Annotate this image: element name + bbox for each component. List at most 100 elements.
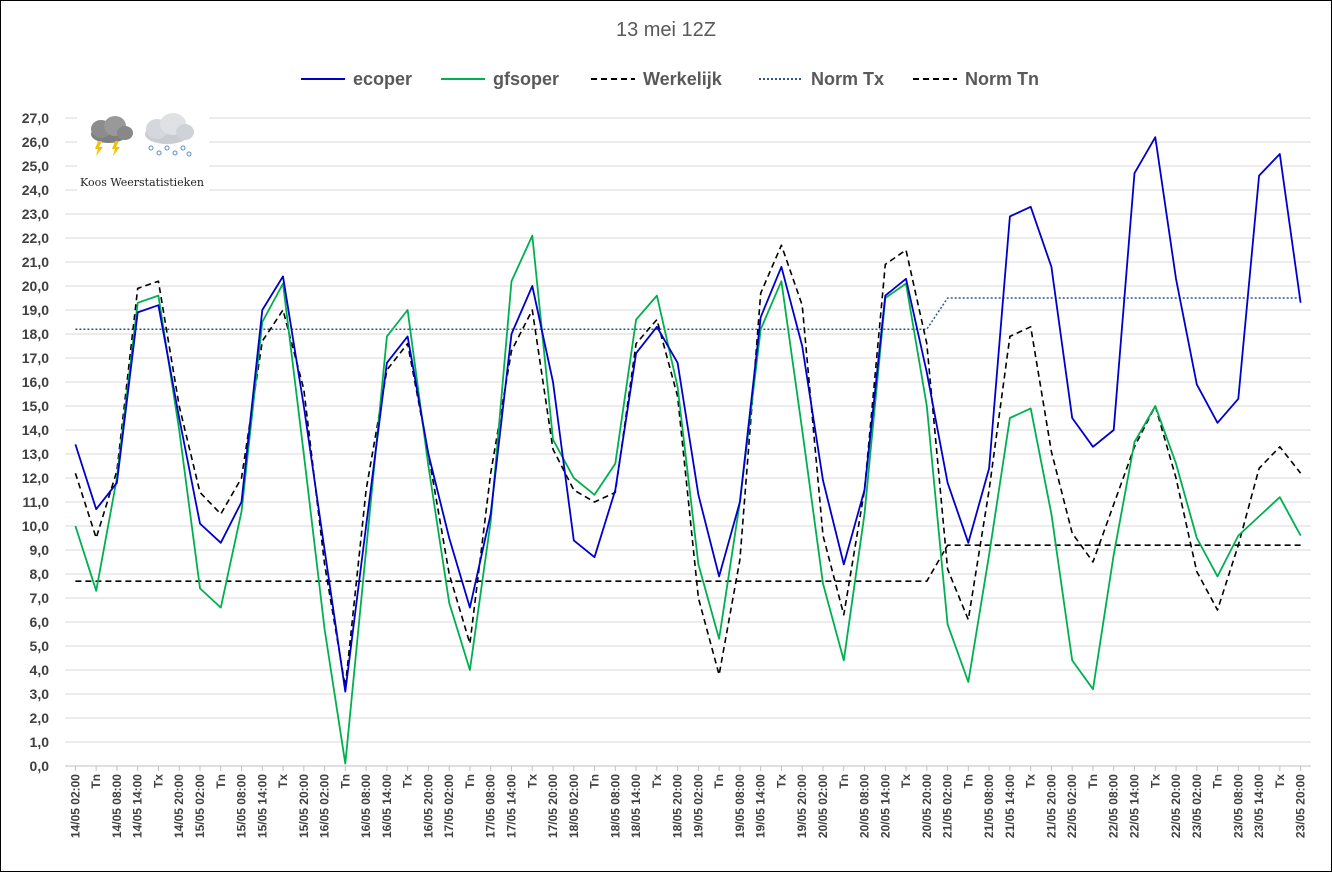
y-tick-label: 2,0 — [30, 710, 50, 726]
y-tick-label: 1,0 — [30, 734, 50, 750]
snow-cloud-icon — [145, 113, 194, 157]
x-tick-label: 20/05 14:00 — [878, 774, 892, 838]
chart-title: 13 mei 12Z — [616, 19, 716, 41]
x-tick-label: 23/05 14:00 — [1252, 774, 1266, 838]
gridlines — [65, 117, 1311, 767]
x-tick-label: 18/05 08:00 — [608, 774, 622, 838]
series-line-ecoper — [74, 136, 1302, 693]
thunderstorm-cloud-icon — [91, 116, 133, 156]
x-tick-label: 21/05 14:00 — [1003, 774, 1017, 838]
x-tick-label: Tx — [401, 774, 415, 788]
x-tick-label: Tx — [1273, 774, 1287, 788]
x-tick-label: Tx — [276, 774, 290, 788]
y-tick-label: 25,0 — [22, 158, 49, 174]
y-tick-label: 18,0 — [22, 326, 49, 342]
x-axis: 14/05 02:00 Tn 14/05 08:00 14/05 14:00 Tx 14/… — [68, 766, 1308, 838]
x-tick-label: Tn — [338, 774, 352, 789]
series-line-gfsoper — [74, 234, 1302, 765]
y-tick-label: 24,0 — [22, 182, 49, 198]
series-layer — [74, 136, 1302, 765]
legend-item-ecoper: ecoper — [301, 69, 412, 89]
legend-item-norm-tn: Norm Tn — [913, 69, 1039, 89]
x-tick-label: Tn — [1086, 774, 1100, 789]
x-tick-label: 17/05 20:00 — [546, 774, 560, 838]
series-line-norm-tx — [75, 297, 1301, 330]
y-tick-label: 9,0 — [30, 542, 50, 558]
x-tick-label: 14/05 20:00 — [172, 774, 186, 838]
x-tick-label: 21/05 20:00 — [1044, 774, 1058, 838]
y-tick-label: 23,0 — [22, 206, 49, 222]
y-tick-label: 20,0 — [22, 278, 49, 294]
x-tick-label: 17/05 08:00 — [484, 774, 498, 838]
y-tick-label: 21,0 — [22, 254, 49, 270]
watermark-logo: Koos Weerstatistieken — [77, 109, 209, 197]
y-tick-label: 10,0 — [22, 518, 49, 534]
y-tick-label: 16,0 — [22, 374, 49, 390]
legend-label: Werkelijk — [643, 69, 723, 89]
x-tick-label: 14/05 02:00 — [68, 774, 82, 838]
y-tick-label: 7,0 — [30, 590, 50, 606]
x-tick-label: 16/05 14:00 — [380, 774, 394, 838]
x-tick-label: 15/05 20:00 — [297, 774, 311, 838]
series-line-norm-tn — [75, 544, 1301, 583]
x-tick-label: 17/05 14:00 — [504, 774, 518, 838]
legend-label: ecoper — [353, 69, 412, 89]
x-tick-label: 15/05 08:00 — [235, 774, 249, 838]
x-tick-label: 16/05 02:00 — [318, 774, 332, 838]
x-tick-label: 14/05 14:00 — [131, 774, 145, 838]
x-tick-label: 21/05 08:00 — [982, 774, 996, 838]
x-tick-label: 23/05 02:00 — [1190, 774, 1204, 838]
legend-label: Norm Tx — [811, 69, 884, 89]
y-tick-label: 26,0 — [22, 134, 49, 150]
x-tick-label: 16/05 08:00 — [359, 774, 373, 838]
x-tick-label: Tn — [712, 774, 726, 789]
x-tick-label: Tn — [89, 774, 103, 789]
y-tick-label: 19,0 — [22, 302, 49, 318]
y-tick-label: 6,0 — [30, 614, 50, 630]
x-tick-label: Tn — [1211, 774, 1225, 789]
x-tick-label: 19/05 02:00 — [691, 774, 705, 838]
x-tick-label: Tx — [899, 774, 913, 788]
x-tick-label: Tx — [650, 774, 664, 788]
y-tick-label: 11,0 — [23, 494, 50, 510]
x-tick-label: 21/05 02:00 — [941, 774, 955, 838]
x-tick-label: Tx — [774, 774, 788, 788]
x-tick-label: 22/05 20:00 — [1169, 774, 1183, 838]
y-tick-label: 14,0 — [22, 422, 49, 438]
legend-item-werkelijk: Werkelijk — [591, 69, 723, 89]
y-tick-label: 8,0 — [30, 566, 50, 582]
x-tick-label: Tx — [1024, 774, 1038, 788]
watermark-text: Koos Weerstatistieken — [80, 176, 204, 189]
chart-legend: ecoper gfsoper Werkelijk Norm Tx Norm Tn — [301, 69, 1039, 89]
x-tick-label: Tn — [214, 774, 228, 789]
x-tick-label: Tx — [525, 774, 539, 788]
legend-label: Norm Tn — [965, 69, 1039, 89]
x-tick-label: 18/05 14:00 — [629, 774, 643, 838]
legend-label: gfsoper — [493, 69, 559, 89]
x-tick-label: 19/05 08:00 — [733, 774, 747, 838]
x-tick-label: 23/05 08:00 — [1231, 774, 1245, 838]
x-tick-label: 17/05 02:00 — [442, 774, 456, 838]
series-line-werkelijk — [74, 244, 1302, 688]
y-tick-label: 3,0 — [30, 686, 50, 702]
x-tick-label: 19/05 20:00 — [795, 774, 809, 838]
x-tick-label: 20/05 20:00 — [920, 774, 934, 838]
y-tick-label: 15,0 — [22, 398, 49, 414]
x-tick-label: 16/05 20:00 — [421, 774, 435, 838]
x-tick-label: Tn — [588, 774, 602, 789]
x-tick-label: 22/05 08:00 — [1107, 774, 1121, 838]
x-tick-label: 14/05 08:00 — [110, 774, 124, 838]
x-tick-label: 15/05 02:00 — [193, 774, 207, 838]
x-tick-label: 18/05 02:00 — [567, 774, 581, 838]
y-axis: 0,0 1,0 2,0 3,0 4,0 5,0 6,0 7,0 8,0 9,0 10,0 11,0 12… — [22, 110, 49, 774]
y-tick-label: 4,0 — [30, 662, 50, 678]
legend-item-norm-tx: Norm Tx — [759, 69, 884, 89]
y-tick-label: 0,0 — [30, 758, 50, 774]
x-tick-label: Tx — [1148, 774, 1162, 788]
x-tick-label: 22/05 02:00 — [1065, 774, 1079, 838]
x-tick-label: 20/05 02:00 — [816, 774, 830, 838]
x-tick-label: 18/05 20:00 — [671, 774, 685, 838]
x-tick-label: 22/05 14:00 — [1127, 774, 1141, 838]
